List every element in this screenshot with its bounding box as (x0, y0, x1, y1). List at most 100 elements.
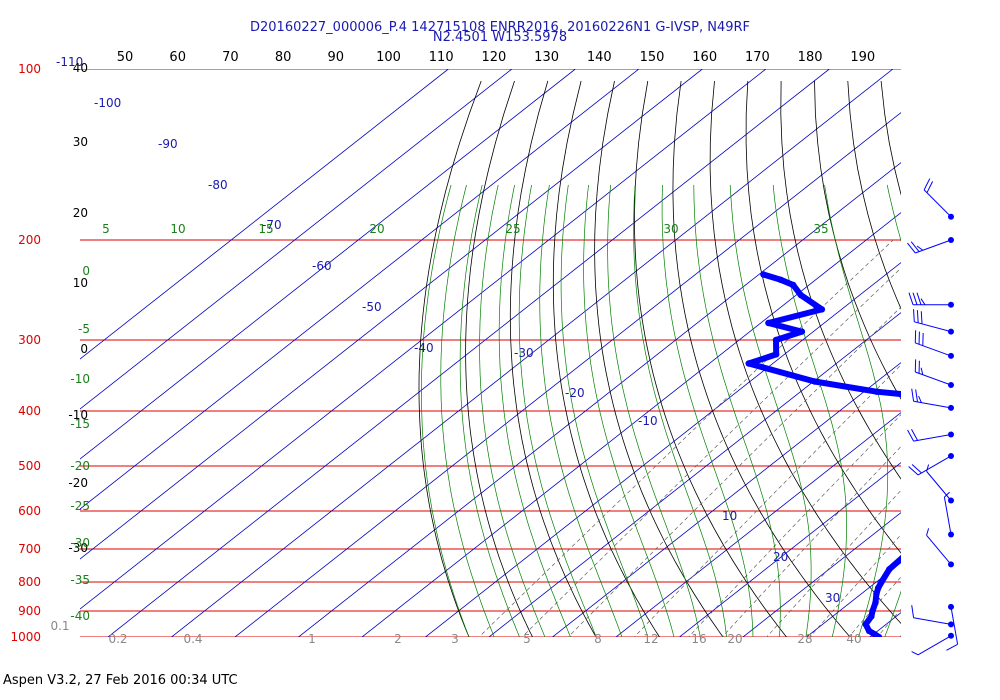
mixing-ratio-line (521, 267, 901, 637)
wind-barb-staff (926, 534, 952, 565)
dry-adiabat-line (981, 81, 1000, 649)
isotherm-line (80, 69, 513, 410)
wind-barb-staff (913, 433, 952, 442)
isotherm-line (80, 69, 640, 510)
left-temperature-label: -30 (68, 541, 88, 555)
moist-adiabat-line (906, 185, 994, 649)
data-point (972, 255, 978, 261)
wind-barb-staff (943, 496, 952, 535)
moist-adiabat-line (633, 184, 727, 637)
theta-e-top-label: 5 (102, 222, 110, 236)
footer-version-timestamp: Aspen V3.2, 27 Feb 2016 00:34 UTC (3, 673, 238, 688)
chart-title-line1: D20160227_000006_P.4 142715108 ENRR2016,… (250, 20, 750, 35)
data-point (946, 437, 952, 443)
mixing-ratio-line (964, 240, 1000, 649)
moist-adiabat-line (560, 184, 649, 637)
data-point (901, 218, 907, 224)
pressure-tick-label: 300 (18, 333, 41, 347)
dry-adiabat-line (814, 80, 901, 400)
wind-barb-staff (915, 239, 952, 254)
wind-barb-staff (915, 342, 952, 357)
mixing-ratio-label: 8 (594, 632, 602, 646)
top-axis-tick-label: 110 (429, 50, 454, 65)
top-axis-tick-label: 160 (692, 50, 717, 65)
data-point (868, 613, 875, 620)
data-point (922, 635, 928, 641)
wind-barb (943, 491, 954, 538)
wind-barb-staff (923, 189, 952, 218)
isotherm-line (869, 612, 901, 637)
data-point (875, 584, 882, 592)
wind-barb-flag (911, 464, 922, 474)
data-point (920, 508, 926, 514)
theta-e-top-label: 25 (505, 222, 520, 236)
dewpoint-series (745, 271, 952, 637)
data-point (924, 495, 930, 501)
wind-barb-flag (910, 241, 920, 252)
moist-adiabat-line (693, 184, 781, 637)
isotherm-line (488, 312, 901, 637)
data-point (745, 360, 752, 367)
pressure-tick-label: 700 (18, 542, 41, 556)
wind-barb (946, 603, 959, 651)
theta-e-left-label: -10 (70, 372, 90, 386)
isotherm-label: -50 (362, 300, 382, 314)
dewpoint-series-line (745, 271, 901, 637)
data-point (917, 633, 923, 639)
theta-e-left-label: -35 (70, 573, 90, 587)
theta-e-left-label: -40 (70, 609, 90, 623)
data-point (901, 553, 907, 559)
chart-title-line2: N2.4501 W153.5978 (432, 30, 568, 45)
mixing-ratio-label: 0.4 (183, 632, 202, 646)
isotherm-line (679, 462, 901, 637)
data-point (773, 351, 780, 358)
pressure-tick-label: 200 (18, 233, 41, 247)
left-temperature-label: -10 (68, 408, 88, 422)
theta-e-left-label: -20 (70, 459, 90, 473)
wind-barb-flag (908, 466, 919, 476)
top-axis-tick-label: 130 (534, 50, 559, 65)
pressure-tick-label: 1000 (10, 630, 41, 644)
data-point (798, 328, 806, 335)
top-axis-tick-label: 170 (745, 50, 770, 65)
isotherm-line (80, 69, 576, 460)
data-point (878, 578, 885, 586)
wind-barb (911, 605, 954, 628)
mixing-ratio-line (876, 608, 901, 637)
pressure-tick-label: 500 (18, 459, 41, 473)
moist-adiabat-line (824, 184, 889, 637)
left-temperature-label: 0 (80, 342, 88, 356)
dry-adiabat-line (634, 80, 788, 637)
wind-barb-flag (920, 367, 924, 375)
wind-barb-flag (911, 605, 915, 618)
wind-barb (911, 632, 954, 656)
top-axis-tick-label: 150 (640, 50, 665, 65)
isotherm-label: -10 (638, 414, 658, 428)
left-temperature-label: 20 (73, 206, 88, 220)
wind-barb-flag (913, 309, 915, 322)
wind-barb (914, 359, 954, 388)
data-point (914, 626, 920, 632)
wind-barb-staff (926, 471, 952, 501)
wind-barb-staff (913, 617, 952, 625)
data-point (869, 607, 876, 615)
data-point (938, 448, 944, 454)
mixing-ratio-line (899, 635, 901, 637)
moist-adiabat-line (440, 184, 495, 637)
data-point (902, 542, 908, 548)
isotherm-line (298, 162, 901, 637)
wind-barb (913, 309, 954, 335)
isotherm-label: 10 (722, 509, 737, 523)
wind-barb-flag (916, 310, 919, 323)
mixing-ratio-label: 20 (727, 632, 742, 646)
moist-adiabat-line (479, 184, 546, 637)
top-axis-tick-label: 90 (328, 50, 345, 65)
moist-adiabat-line (956, 185, 1000, 649)
wind-barb-flag (920, 311, 923, 324)
data-point (790, 281, 797, 289)
data-point (959, 237, 965, 243)
theta-e-left-label: -30 (70, 536, 90, 550)
theta-e-top-label: 10 (170, 222, 185, 236)
theta-e-top-label: 20 (369, 222, 384, 236)
isotherm-line (171, 69, 894, 637)
